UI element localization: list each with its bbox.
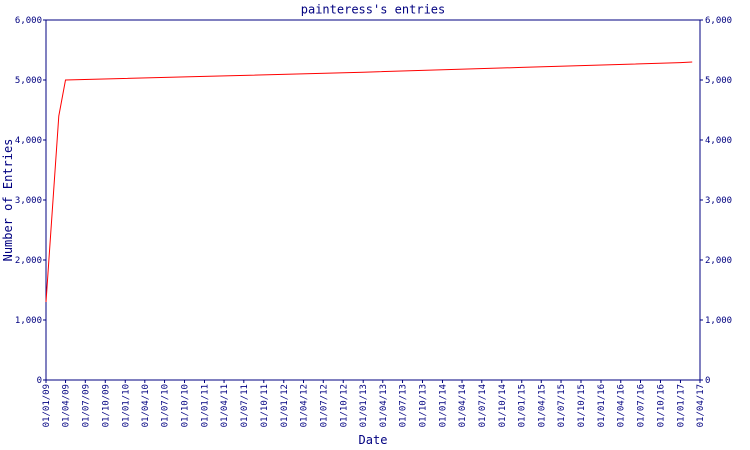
x-tick-label: 01/04/11 (220, 384, 230, 427)
x-tick-label: 01/04/13 (379, 384, 389, 427)
y2-tick-label: 0 (705, 376, 710, 386)
y-tick-label: 0 (37, 376, 42, 386)
x-tick-label: 01/01/12 (280, 384, 290, 427)
x-tick-label: 01/07/15 (557, 384, 567, 427)
x-axis-label: Date (359, 433, 388, 447)
x-tick-label: 01/01/14 (438, 384, 448, 427)
x-tick-label: 01/01/13 (359, 384, 369, 427)
x-tick-label: 01/10/15 (577, 384, 587, 427)
y-tick-label: 2,000 (15, 256, 42, 266)
y2-tick-label: 3,000 (705, 196, 732, 206)
y-tick-label: 6,000 (15, 16, 42, 26)
x-tick-label: 01/10/12 (339, 384, 349, 427)
x-tick-label: 01/01/16 (597, 384, 607, 427)
data-line (45, 61, 693, 303)
y-tick-label: 5,000 (15, 76, 42, 86)
y2-tick-label: 6,000 (705, 16, 732, 26)
x-tick-label: 01/07/13 (399, 384, 409, 427)
x-tick-label: 01/04/09 (62, 384, 72, 427)
x-tick-label: 01/10/09 (101, 384, 111, 427)
x-tick-label: 01/04/10 (141, 384, 151, 427)
x-tick-label: 01/10/13 (419, 384, 429, 427)
y2-tick-label: 4,000 (705, 136, 732, 146)
x-tick-label: 01/10/10 (181, 384, 191, 427)
x-tick-label: 01/10/16 (656, 384, 666, 427)
x-tick-label: 01/07/10 (161, 384, 171, 427)
y-tick-label: 4,000 (15, 136, 42, 146)
y2-tick-label: 5,000 (705, 76, 732, 86)
y2-tick-label: 2,000 (705, 256, 732, 266)
plot-frame (45, 19, 701, 381)
x-tick-label: 01/04/12 (300, 384, 310, 427)
x-tick-label: 01/04/17 (696, 384, 706, 427)
y-tick-label: 1,000 (15, 316, 42, 326)
x-tick-label: 01/07/12 (319, 384, 329, 427)
x-tick-label: 01/04/15 (537, 384, 547, 427)
x-tick-label: 01/01/10 (121, 384, 131, 427)
x-tick-label: 01/01/15 (518, 384, 528, 427)
x-tick-label: 01/10/14 (498, 384, 508, 427)
x-tick-label: 01/04/14 (458, 384, 468, 427)
x-tick-label: 01/07/14 (478, 384, 488, 427)
y-tick-label: 3,000 (15, 196, 42, 206)
x-tick-label: 01/07/11 (240, 384, 250, 427)
chart-title: painteress's entries (301, 3, 446, 17)
x-tick-label: 01/07/16 (637, 384, 647, 427)
x-tick-label: 01/01/09 (42, 384, 52, 427)
y2-tick-label: 1,000 (705, 316, 732, 326)
x-tick-label: 01/01/11 (201, 384, 211, 427)
x-tick-label: 01/04/16 (617, 384, 627, 427)
x-tick-label: 01/07/09 (81, 384, 91, 427)
x-tick-label: 01/10/11 (260, 384, 270, 427)
x-tick-label: 01/01/17 (676, 384, 686, 427)
y-axis-label: Number of Entries (1, 139, 15, 262)
